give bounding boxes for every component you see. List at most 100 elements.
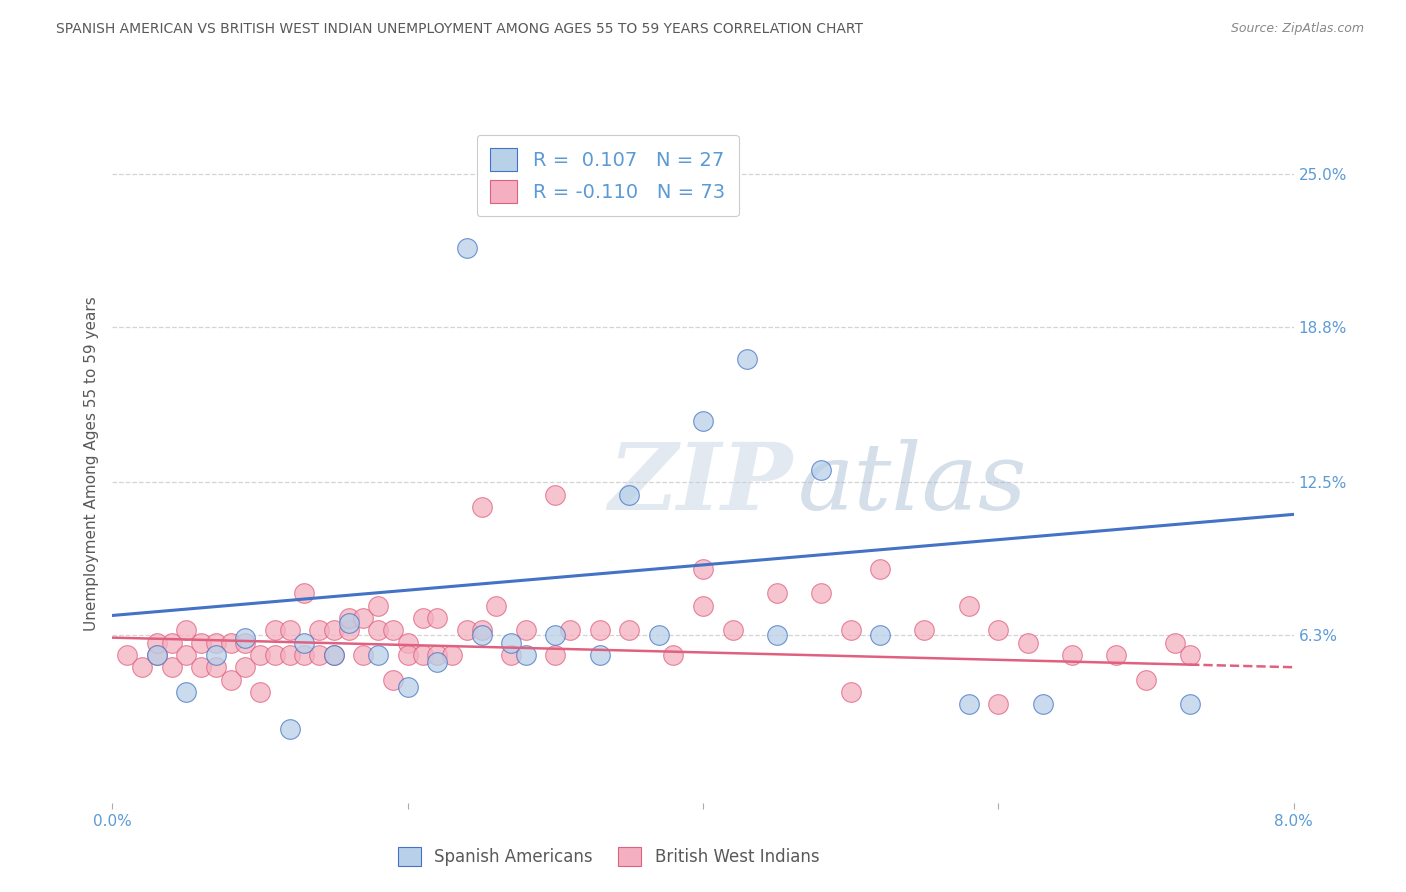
Point xyxy=(219,635,242,649)
Point xyxy=(426,611,449,625)
Point xyxy=(515,648,537,662)
Point xyxy=(396,635,419,649)
Point xyxy=(323,624,346,638)
Point xyxy=(692,599,714,613)
Point xyxy=(456,241,478,255)
Point xyxy=(264,648,287,662)
Point xyxy=(501,648,523,662)
Point xyxy=(219,673,242,687)
Point xyxy=(839,685,862,699)
Point xyxy=(471,500,494,514)
Point xyxy=(323,648,346,662)
Point xyxy=(117,648,138,662)
Point xyxy=(396,648,419,662)
Point xyxy=(233,635,256,649)
Point xyxy=(544,648,567,662)
Point xyxy=(839,624,862,638)
Point xyxy=(160,660,183,674)
Point xyxy=(292,648,315,662)
Point xyxy=(412,611,434,625)
Point xyxy=(174,624,197,638)
Point xyxy=(382,673,405,687)
Legend: Spanish Americans, British West Indians: Spanish Americans, British West Indians xyxy=(388,837,830,876)
Point xyxy=(765,586,787,600)
Point xyxy=(292,586,315,600)
Point xyxy=(249,685,271,699)
Text: atlas: atlas xyxy=(797,439,1026,529)
Point xyxy=(869,561,891,575)
Point xyxy=(190,660,212,674)
Point xyxy=(131,660,153,674)
Point xyxy=(337,615,360,630)
Point xyxy=(515,624,537,638)
Point xyxy=(146,648,169,662)
Text: Source: ZipAtlas.com: Source: ZipAtlas.com xyxy=(1230,22,1364,36)
Point xyxy=(737,352,759,367)
Point xyxy=(205,660,228,674)
Point xyxy=(544,488,567,502)
Point xyxy=(588,624,610,638)
Point xyxy=(810,586,832,600)
Point xyxy=(352,611,374,625)
Point xyxy=(1062,648,1084,662)
Point xyxy=(249,648,271,662)
Point xyxy=(765,628,787,642)
Point xyxy=(471,624,494,638)
Point xyxy=(485,599,508,613)
Text: ZIP: ZIP xyxy=(609,439,793,529)
Point xyxy=(160,635,183,649)
Point xyxy=(560,624,582,638)
Point xyxy=(323,648,346,662)
Point xyxy=(544,628,567,642)
Point xyxy=(205,635,228,649)
Point xyxy=(337,611,360,625)
Point xyxy=(914,624,936,638)
Point xyxy=(146,648,169,662)
Point xyxy=(278,722,301,736)
Y-axis label: Unemployment Among Ages 55 to 59 years: Unemployment Among Ages 55 to 59 years xyxy=(83,296,98,632)
Point xyxy=(588,648,610,662)
Point xyxy=(278,648,301,662)
Point xyxy=(692,414,714,428)
Point xyxy=(662,648,685,662)
Point xyxy=(810,463,832,477)
Point xyxy=(264,624,287,638)
Point xyxy=(619,488,641,502)
Point xyxy=(987,624,1010,638)
Point xyxy=(1164,635,1187,649)
Point xyxy=(278,624,301,638)
Point xyxy=(1017,635,1039,649)
Point xyxy=(233,660,256,674)
Point xyxy=(190,635,212,649)
Point xyxy=(1032,697,1054,711)
Point xyxy=(456,624,478,638)
Point xyxy=(367,624,389,638)
Point xyxy=(471,628,494,642)
Point xyxy=(441,648,464,662)
Text: SPANISH AMERICAN VS BRITISH WEST INDIAN UNEMPLOYMENT AMONG AGES 55 TO 59 YEARS C: SPANISH AMERICAN VS BRITISH WEST INDIAN … xyxy=(56,22,863,37)
Point xyxy=(412,648,434,662)
Point xyxy=(987,697,1010,711)
Point xyxy=(396,680,419,694)
Point xyxy=(146,635,169,649)
Point xyxy=(647,628,671,642)
Point xyxy=(308,648,330,662)
Point xyxy=(1178,648,1201,662)
Point xyxy=(426,648,449,662)
Point xyxy=(692,561,714,575)
Point xyxy=(426,655,449,669)
Point xyxy=(721,624,744,638)
Point xyxy=(501,635,523,649)
Point xyxy=(1178,697,1201,711)
Point xyxy=(308,624,330,638)
Point xyxy=(382,624,405,638)
Point xyxy=(957,599,980,613)
Point xyxy=(1135,673,1157,687)
Point xyxy=(337,624,360,638)
Point xyxy=(174,648,197,662)
Point xyxy=(292,635,315,649)
Point xyxy=(367,599,389,613)
Point xyxy=(174,685,197,699)
Point xyxy=(233,631,256,645)
Point xyxy=(619,624,641,638)
